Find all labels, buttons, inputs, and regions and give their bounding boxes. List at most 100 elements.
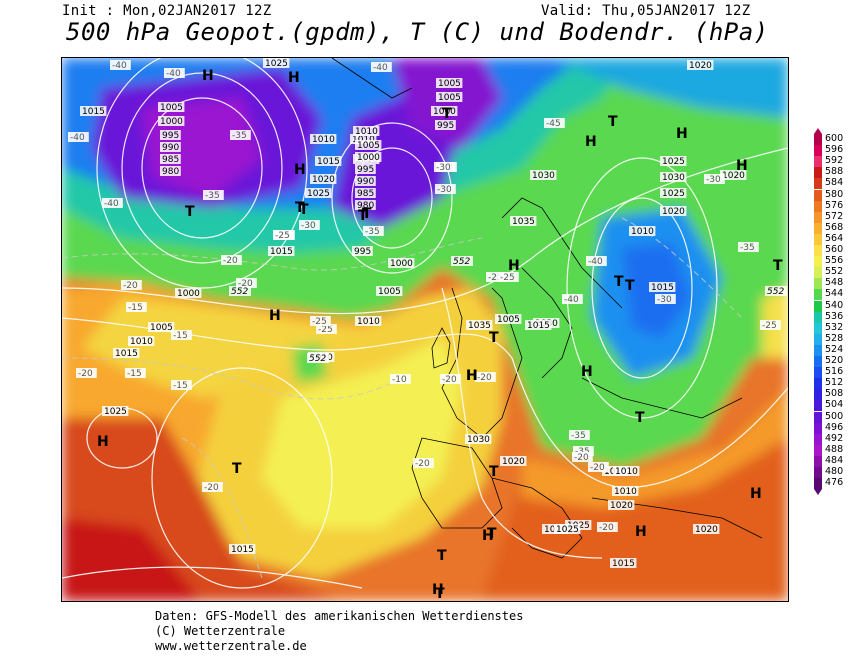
temperature-label-bg: [102, 198, 123, 208]
low-pressure-symbol: T: [295, 200, 305, 216]
pressure-label-bg: [355, 188, 376, 198]
scale-entry: 492: [812, 432, 850, 445]
pressure-label: 1005: [438, 93, 461, 103]
temperature-label-bg: [573, 446, 594, 456]
scale-swatch: [814, 478, 822, 490]
scale-label: 488: [825, 443, 844, 455]
scale-label: 572: [825, 210, 844, 222]
high-pressure-symbol: H: [269, 308, 281, 324]
footer-copyright: (C) Wetterzentrale: [155, 624, 286, 638]
low-pressure-symbol: T: [625, 278, 635, 294]
scale-entry: 544: [812, 288, 850, 301]
scale-entry: 476: [812, 477, 850, 490]
pressure-label-bg: [350, 134, 377, 144]
high-pressure-symbol: H: [736, 158, 748, 174]
pressure-label-bg: [160, 142, 181, 152]
high-pressure-symbol: H: [750, 486, 762, 502]
pressure-label-bg: [158, 116, 185, 126]
temperature-label-bg: [738, 242, 759, 252]
pressure-label: 1015: [527, 321, 550, 331]
pressure-label: 980: [357, 201, 374, 211]
temperature-label: -40: [564, 295, 579, 305]
scale-swatch: [814, 278, 822, 290]
temperature-label: -20: [477, 373, 492, 383]
temperature-label: -40: [373, 63, 388, 73]
temperature-label: -35: [740, 243, 755, 253]
pressure-label-bg: [315, 156, 342, 166]
pressure-label: 1000: [160, 117, 183, 127]
high-pressure-symbol: H: [288, 70, 300, 86]
pressure-label: 1030: [467, 435, 490, 445]
low-pressure-symbol: T: [437, 548, 447, 564]
pressure-label: 1030: [532, 171, 555, 181]
pressure-label-bg: [500, 456, 527, 466]
scale-entry: 572: [812, 210, 850, 223]
temperature-label: -40: [166, 69, 181, 79]
pressure-label: 1025: [662, 157, 685, 167]
scale-entry: 592: [812, 155, 850, 168]
scale-label: 540: [825, 299, 844, 311]
low-pressure-symbol: T: [489, 330, 499, 346]
scale-swatch: [814, 311, 822, 323]
temperature-label-bg: [171, 380, 192, 390]
scale-entry: 600: [812, 133, 850, 145]
pressure-label: 995: [437, 121, 454, 131]
temperature-label: -20: [590, 463, 605, 473]
temperature-label-bg: [569, 430, 590, 440]
footer-credits: Daten: GFS-Modell des amerikanischen Wet…: [155, 609, 523, 654]
pressure-label: 1005: [497, 315, 520, 325]
pressure-label-bg: [436, 92, 463, 102]
pressure-label-bg: [376, 286, 403, 296]
geopotential-label-bg: [307, 353, 329, 363]
temperature-label: -10: [392, 375, 407, 385]
low-pressure-symbol: T: [435, 586, 445, 601]
pressure-label: 985: [162, 155, 179, 165]
pressure-label-bg: [128, 336, 155, 346]
scale-label: 524: [825, 343, 844, 355]
pressure-label: 980: [162, 167, 179, 177]
scale-swatch: [814, 400, 822, 412]
temperature-label-bg: [586, 256, 607, 266]
scale-swatch: [814, 200, 822, 212]
scale-swatch: [814, 211, 822, 223]
pressure-label-bg: [160, 154, 181, 164]
footer-url[interactable]: www.wetterzentrale.de: [155, 639, 307, 653]
geopotential-label: 552: [767, 287, 784, 297]
pressure-label-bg: [466, 320, 493, 330]
pressure-label: 1010: [357, 317, 380, 327]
temperature-label-bg: [202, 482, 223, 492]
temperature-label-bg: [435, 184, 456, 194]
temperature-label-bg: [121, 280, 142, 290]
scale-swatch: [814, 356, 822, 367]
valid-time: Valid: Thu,05JAN2017 12Z: [541, 3, 751, 19]
scale-swatch: [814, 333, 822, 345]
scale-swatch: [814, 256, 822, 268]
geopotential-label: 552: [309, 354, 326, 364]
temperature-label: -40: [112, 61, 127, 71]
temperature-label-bg: [440, 374, 461, 384]
scale-swatch: [814, 267, 822, 279]
scale-swatch: [814, 189, 822, 201]
geopotential-label: 552: [231, 287, 248, 297]
temperature-label: -25: [275, 231, 290, 241]
pressure-label-bg: [554, 524, 581, 534]
pressure-label: 1005: [357, 141, 380, 151]
pressure-label-bg: [629, 226, 656, 236]
temperature-label: -20: [223, 256, 238, 266]
pressure-label: 1020: [312, 175, 335, 185]
scale-swatch: [814, 344, 822, 356]
pressure-label-bg: [80, 106, 107, 116]
scale-label: 508: [825, 388, 844, 400]
scale-label: 560: [825, 244, 844, 255]
pressure-label-bg: [608, 500, 635, 510]
scale-swatch: [814, 411, 822, 423]
scale-swatch: [814, 322, 822, 334]
temperature-label-bg: [562, 294, 583, 304]
scale-label: 476: [825, 477, 844, 489]
scale-top-arrow: [814, 128, 822, 134]
scale-label: 532: [825, 321, 844, 333]
scale-label: 492: [825, 432, 844, 444]
scale-label: 584: [825, 177, 844, 189]
geopotential-label-bg: [229, 286, 251, 296]
low-pressure-symbol: T: [489, 464, 499, 480]
